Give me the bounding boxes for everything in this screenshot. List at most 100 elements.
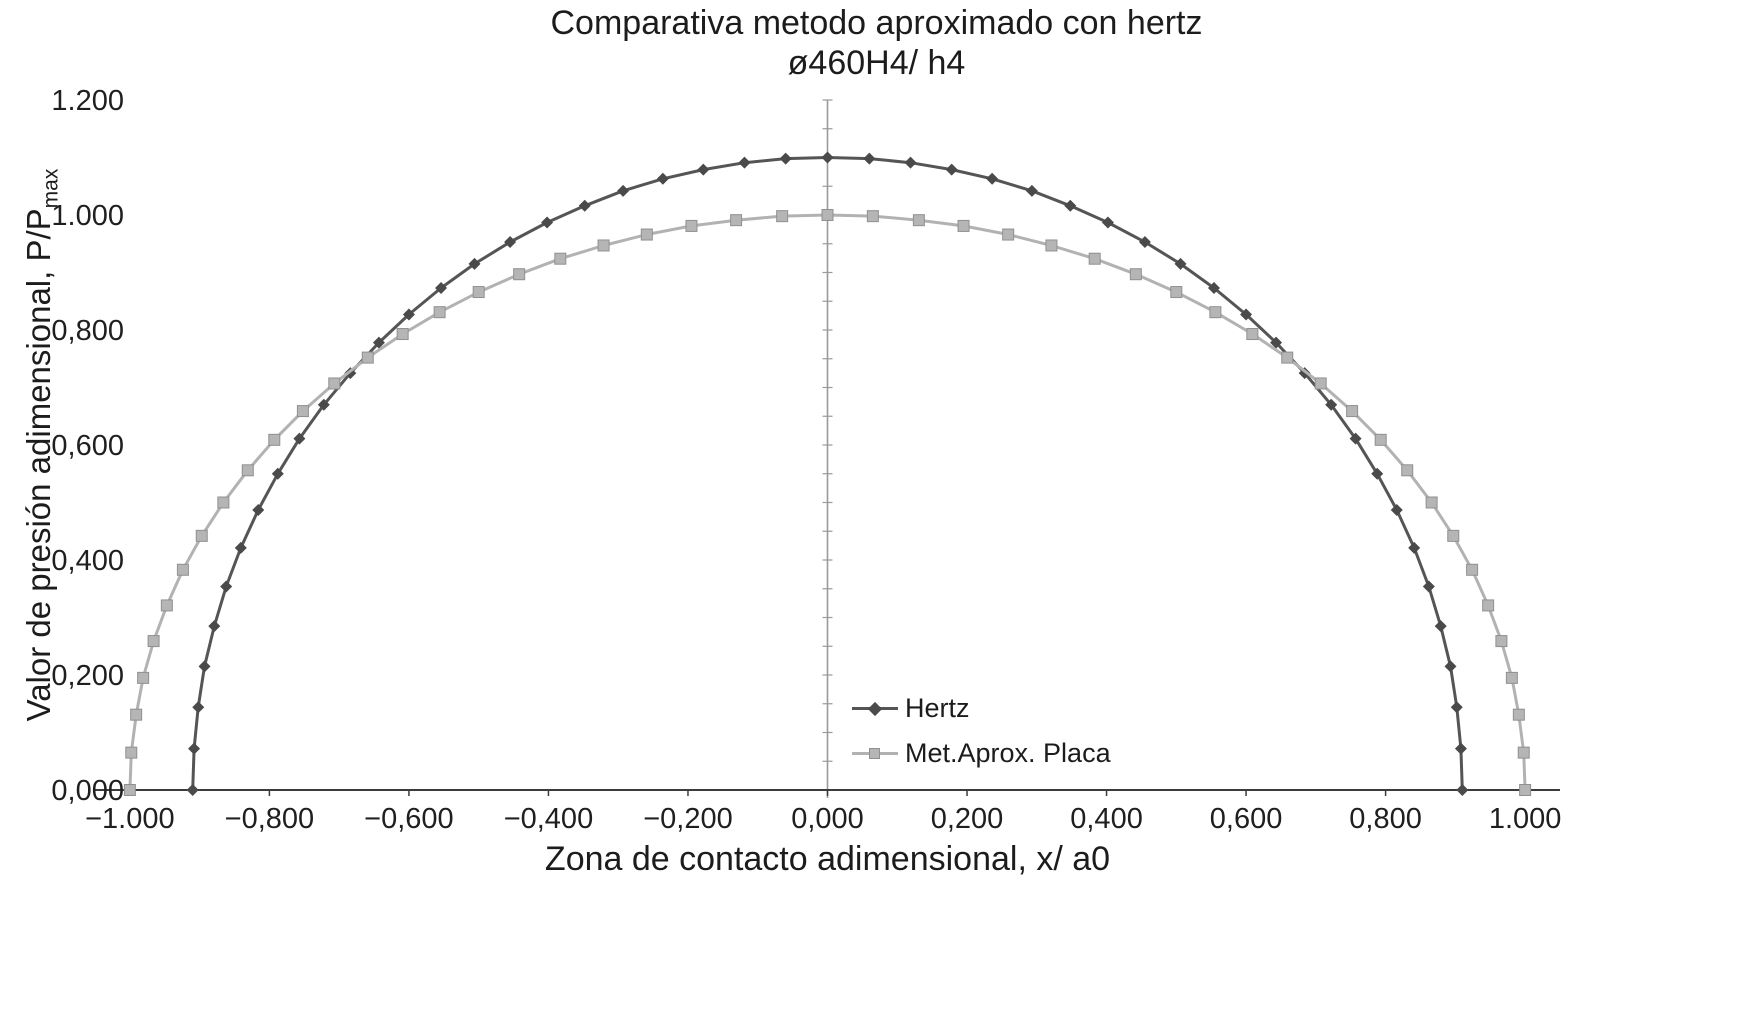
hertz-diamond-marker xyxy=(234,541,247,554)
placa-square-marker xyxy=(160,599,173,612)
placa-square-marker xyxy=(1129,268,1142,281)
placa-square-marker xyxy=(640,228,653,241)
placa-square-marker xyxy=(195,529,208,542)
placa-square-marker xyxy=(1519,784,1532,796)
hertz-diamond-marker xyxy=(1349,432,1362,445)
hertz-diamond-marker xyxy=(1064,199,1077,212)
hertz-diamond-marker xyxy=(271,467,284,480)
hertz-diamond-marker xyxy=(372,336,385,349)
placa-square-marker xyxy=(1170,286,1183,299)
hertz-diamond-marker xyxy=(656,172,669,185)
hertz-diamond-marker xyxy=(220,580,233,593)
hertz-diamond-marker xyxy=(435,282,448,295)
hertz-diamond-marker xyxy=(1408,541,1421,554)
chart-title: Comparativa metodo aproximado con hertz xyxy=(550,4,1203,42)
hertz-diamond-marker xyxy=(1270,336,1283,349)
y-tick-label: 0,200 xyxy=(51,660,124,692)
placa-square-marker xyxy=(433,306,446,319)
legend-placa-square-icon xyxy=(852,745,898,763)
hertz-diamond-marker xyxy=(504,236,517,249)
hertz-diamond-marker xyxy=(1240,308,1253,321)
y-axis-title-subscript: max xyxy=(39,168,63,209)
hertz-diamond-marker xyxy=(738,156,751,169)
placa-square-marker xyxy=(1281,351,1294,364)
placa-square-marker xyxy=(912,214,925,227)
placa-square-marker xyxy=(1495,635,1508,648)
hertz-diamond-marker xyxy=(1174,257,1187,270)
placa-square-marker xyxy=(554,252,567,265)
placa-square-marker xyxy=(866,210,879,223)
hertz-diamond-marker xyxy=(1101,216,1114,229)
placa-square-marker xyxy=(1045,239,1058,252)
hertz-diamond-marker xyxy=(317,398,330,411)
y-tick-label: 1.200 xyxy=(51,85,124,117)
hertz-diamond-marker xyxy=(578,199,591,212)
placa-square-marker xyxy=(125,746,138,759)
placa-square-marker xyxy=(957,219,970,232)
placa-square-marker xyxy=(241,464,254,477)
hertz-diamond-marker xyxy=(1434,620,1447,633)
placa-square-marker xyxy=(1346,405,1359,418)
y-axis-title: Valor de presión adimensional, P/Pmax xyxy=(20,100,63,790)
legend-hertz-marker xyxy=(867,701,883,716)
placa-square-marker xyxy=(328,377,341,390)
y-tick-label: 0,400 xyxy=(51,545,124,577)
y-tick-label: 0,600 xyxy=(51,430,124,462)
placa-square-marker xyxy=(1401,464,1414,477)
x-tick-label: 0,600 xyxy=(1210,803,1283,835)
x-tick-label: 0,800 xyxy=(1349,803,1422,835)
legend-item-placa: Met.Aprox. Placa xyxy=(852,731,1111,776)
placa-square-marker xyxy=(217,496,230,509)
placa-square-marker xyxy=(130,708,143,721)
placa-square-marker xyxy=(685,219,698,232)
placa-square-marker xyxy=(396,328,409,341)
hertz-diamond-marker xyxy=(697,163,710,176)
placa-square-marker xyxy=(176,563,189,576)
placa-square-marker xyxy=(1517,746,1530,759)
placa-square-marker xyxy=(361,351,374,364)
placa-square-marker xyxy=(1466,563,1479,576)
placa-square-marker xyxy=(513,268,526,281)
placa-square-marker xyxy=(1447,529,1460,542)
placa-square-marker xyxy=(1374,433,1387,446)
x-axis-title: Zona de contacto adimensional, x/ a0 xyxy=(544,840,1111,878)
placa-square-marker xyxy=(1482,599,1495,612)
placa-square-marker xyxy=(1425,496,1438,509)
y-tick-label: 0,000 xyxy=(51,775,124,807)
x-tick-label: −0,600 xyxy=(364,803,454,835)
hertz-diamond-marker xyxy=(617,184,630,197)
hertz-diamond-marker xyxy=(186,784,199,796)
chart-subtitle: ø460H4/ h4 xyxy=(787,44,966,82)
hertz-diamond-marker xyxy=(1138,236,1151,249)
hertz-diamond-marker xyxy=(779,152,792,165)
placa-square-marker xyxy=(1209,306,1222,319)
x-tick-label: 0,200 xyxy=(931,803,1004,835)
legend-placa-marker xyxy=(869,748,880,759)
placa-square-marker xyxy=(296,405,309,418)
hertz-diamond-marker xyxy=(1207,282,1220,295)
x-tick-label: 1.000 xyxy=(1489,803,1562,835)
hertz-diamond-marker xyxy=(1444,660,1457,673)
hertz-diamond-marker xyxy=(1450,701,1463,714)
hertz-diamond-marker xyxy=(986,172,999,185)
y-tick-label: 1.000 xyxy=(51,200,124,232)
legend-hertz-diamond-icon xyxy=(852,700,898,718)
placa-square-marker xyxy=(268,433,281,446)
hertz-diamond-marker xyxy=(821,151,834,164)
hertz-diamond-marker xyxy=(1422,580,1435,593)
hertz-diamond-marker xyxy=(1371,467,1384,480)
legend-label-hertz: Hertz xyxy=(905,693,970,723)
hertz-diamond-marker xyxy=(945,163,958,176)
placa-square-marker xyxy=(730,214,743,227)
hertz-diamond-marker xyxy=(468,257,481,270)
hertz-diamond-marker xyxy=(541,216,554,229)
placa-square-marker xyxy=(1246,328,1259,341)
legend-label-placa: Met.Aprox. Placa xyxy=(905,738,1111,768)
hertz-diamond-marker xyxy=(402,308,415,321)
x-tick-label: −0,200 xyxy=(643,803,733,835)
hertz-diamond-marker xyxy=(1390,503,1403,516)
hertz-diamond-marker xyxy=(252,503,265,516)
x-tick-label: 0,400 xyxy=(1070,803,1143,835)
placa-square-marker xyxy=(776,210,789,223)
